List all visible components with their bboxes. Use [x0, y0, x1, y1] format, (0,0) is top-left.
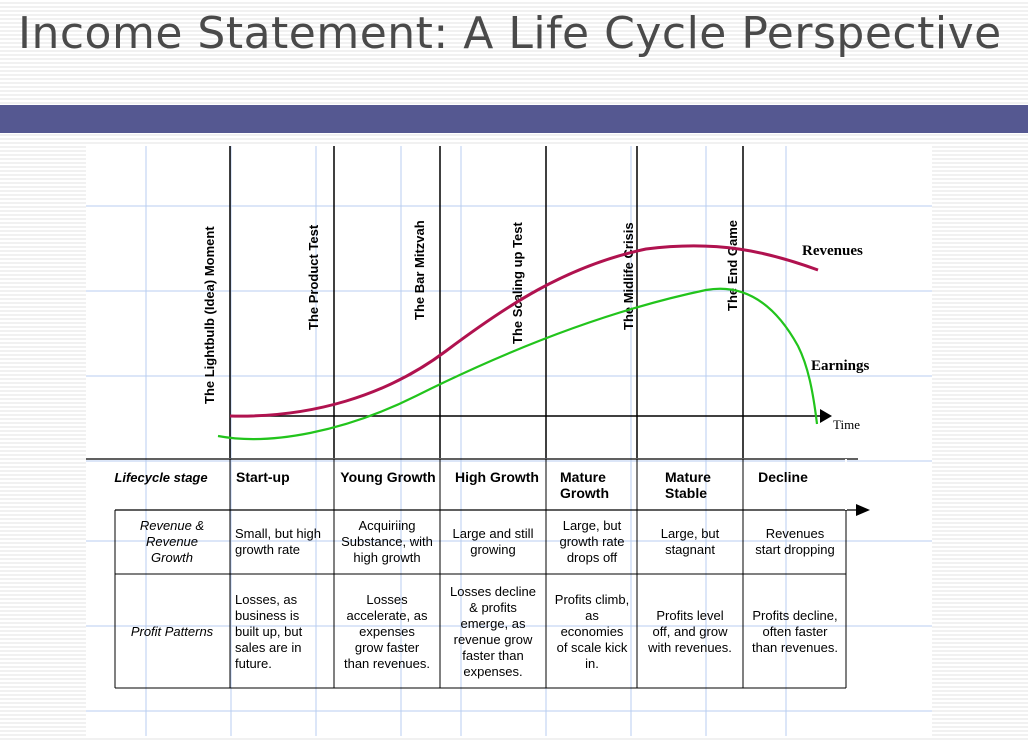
table-cell: built up, but [235, 624, 303, 639]
milestone-label: The Product Test [306, 224, 321, 330]
table-cell: Profits climb, [555, 592, 629, 607]
table-cell: future. [235, 656, 272, 671]
stage-name: Mature [560, 469, 606, 485]
table-cell: growth rate [235, 542, 300, 557]
earnings-label: Earnings [811, 358, 870, 374]
milestone-label: The Bar Mitzvah [412, 220, 427, 320]
table-cell: Losses decline [450, 584, 536, 599]
table-cell: with revenues. [647, 640, 732, 655]
row-label: Growth [151, 550, 193, 565]
table-cell: Profits decline, [752, 608, 837, 623]
table-cell: faster than [462, 648, 523, 663]
table-cell: stagnant [665, 542, 715, 557]
stage-name: Growth [560, 485, 609, 501]
milestone-label: The Lightbulb (Idea) Moment [202, 226, 217, 404]
table-cell: Acquiriing [358, 518, 415, 533]
table-cell: Large and still [453, 526, 534, 541]
stage-name: Stable [665, 485, 707, 501]
row-label: Profit Patterns [131, 624, 214, 639]
table-cell: expenses [359, 624, 415, 639]
table-cell: & profits [469, 600, 517, 615]
stage-name: High Growth [455, 469, 539, 485]
milestone-label: The Scaling up Test [510, 221, 525, 344]
table-cell: Profits level [656, 608, 723, 623]
table-cell: revenue grow [454, 632, 533, 647]
revenues-label: Revenues [802, 243, 863, 259]
table-cell: growth rate [559, 534, 624, 549]
table-cell: off, and grow [653, 624, 729, 639]
earnings-curve [217, 287, 819, 441]
table-cell: accelerate, as [347, 608, 428, 623]
stage-header: Lifecycle stage [114, 470, 207, 485]
table-cell: Small, but high [235, 526, 321, 541]
revenues-curve [229, 244, 819, 418]
table-cell: than revenues. [344, 656, 430, 671]
table-cell: emerge, as [460, 616, 526, 631]
table-cell: high growth [353, 550, 420, 565]
title-bar [0, 105, 1028, 133]
stage-name: Decline [758, 469, 808, 485]
stage-name: Start-up [236, 469, 290, 485]
table-cell: start dropping [755, 542, 835, 557]
table-cell: business is [235, 608, 300, 623]
lifecycle-figure: The Lightbulb (Idea) Moment The Product T… [86, 146, 932, 736]
milestone-label: The Midlife Crisis [621, 222, 636, 330]
table-cell: grow faster [355, 640, 420, 655]
table-cell: Large, but [661, 526, 720, 541]
table-cell: Substance, with [341, 534, 433, 549]
time-axis-label: Time [833, 417, 860, 432]
row-label: Revenue [146, 534, 198, 549]
table-cell: in. [585, 656, 599, 671]
stage-name: Young Growth [340, 469, 435, 485]
table-cell: sales are in [235, 640, 301, 655]
table-cell: Large, but [563, 518, 622, 533]
table-cell: than revenues. [752, 640, 838, 655]
lifecycle-table [86, 458, 870, 689]
milestone-label: The End Game [725, 220, 740, 311]
table-cell: often faster [762, 624, 828, 639]
table-cell: expenses. [463, 664, 522, 679]
table-cell: as [585, 608, 599, 623]
stage-name: Mature [665, 469, 711, 485]
table-cell: growing [470, 542, 516, 557]
time-axis-arrow [820, 409, 832, 423]
table-arrow-head [856, 504, 870, 516]
slide-title: Income Statement: A Life Cycle Perspecti… [18, 8, 1002, 59]
table-cell: of scale kick [557, 640, 628, 655]
table-cell: Losses [366, 592, 408, 607]
table-cell: Revenues [766, 526, 825, 541]
table-cell: drops off [567, 550, 618, 565]
row-label: Revenue & [140, 518, 204, 533]
table-cell: economies [561, 624, 624, 639]
lifecycle-diagram: The Lightbulb (Idea) Moment The Product T… [86, 146, 932, 736]
table-cell: Losses, as [235, 592, 298, 607]
